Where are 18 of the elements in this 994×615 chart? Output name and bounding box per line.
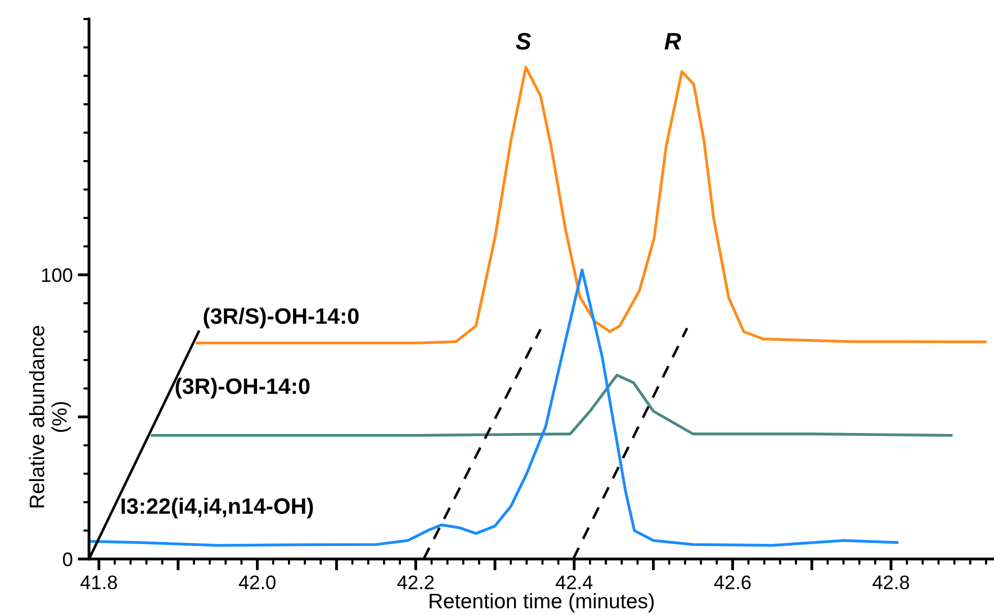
x-tick-label: 41.8: [80, 575, 117, 590]
x-axis-title: Retention time (minutes): [430, 593, 654, 613]
x-tick-label: 42.4: [556, 575, 593, 590]
line-series: [90, 268, 898, 547]
series-label: I3:22(i4,i4,n14-OH): [122, 498, 313, 518]
x-tick-label: 42.2: [397, 575, 434, 590]
x-tick-label: 42.8: [872, 575, 910, 590]
y-tick-label: 0: [62, 552, 72, 566]
x-tick-label: 42.6: [714, 575, 751, 590]
x-tick-label: 42.0: [238, 575, 276, 590]
annotation: R: [664, 33, 682, 50]
annotation: S: [516, 32, 532, 50]
y-axis-title: Relative abundance (%): [29, 326, 71, 508]
series-label: (3R/S)-OH-14:0: [204, 308, 359, 328]
y-tick-label: 100: [42, 268, 72, 282]
line-series: [150, 374, 953, 437]
series-label: (3R)-OH-14:0: [176, 378, 310, 399]
line-series: [196, 66, 987, 344]
